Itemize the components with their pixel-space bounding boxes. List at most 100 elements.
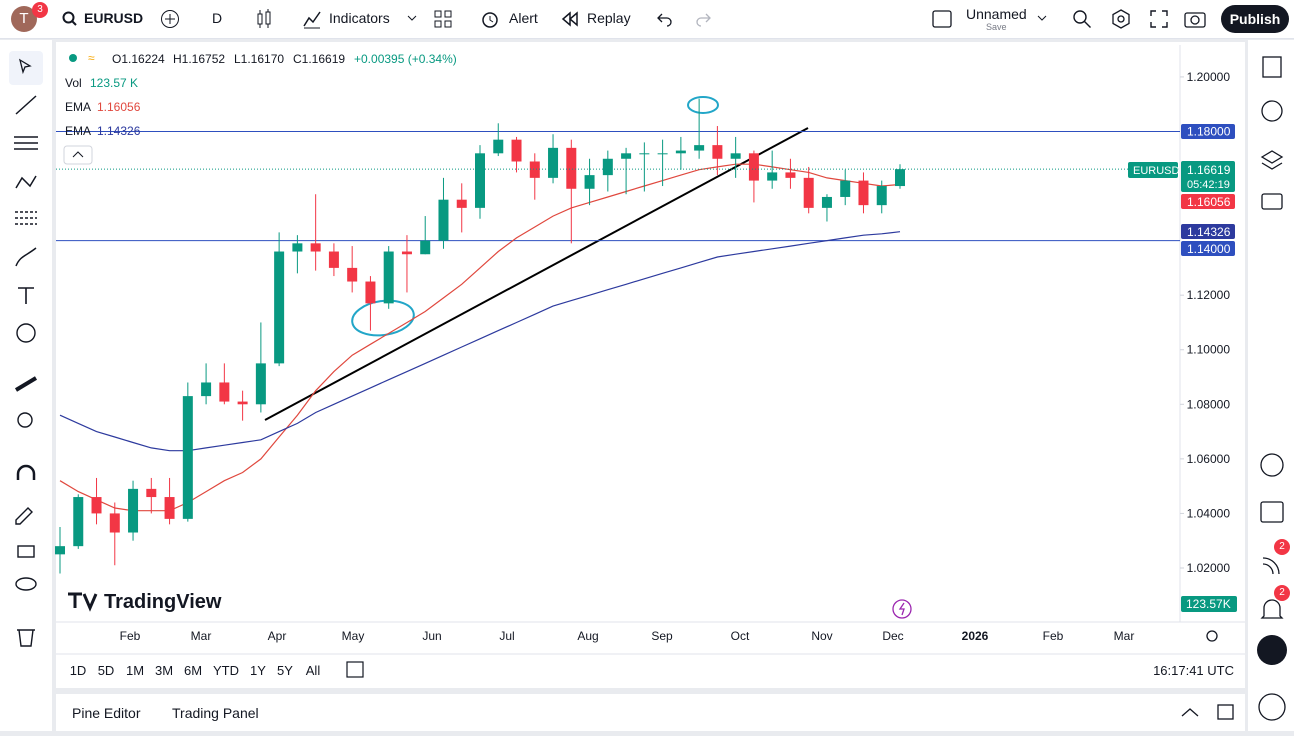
layout-name[interactable]: Unnamed [966,6,1027,22]
symbol-search[interactable]: EURUSD [84,10,144,26]
layouts-icon[interactable] [434,10,452,28]
symbol-tag: EURUSD [1133,165,1180,177]
candle-body [201,382,212,397]
chart-panel [56,42,1245,688]
y-tick-label: 1.10000 [1187,343,1231,357]
candle-body [383,251,394,304]
layers-icon[interactable] [1260,150,1284,170]
cursor-tool[interactable] [18,58,32,75]
y-tick-label: 1.04000 [1187,506,1231,520]
replay-icon [561,11,578,27]
tab[interactable]: Trading Panel [172,705,259,721]
fullscreen[interactable] [1150,10,1168,28]
calendar-icon[interactable] [1260,501,1284,523]
top-toolbar: T 3 EURUSD D Indicators Alert Replay Unn… [0,0,1294,39]
axis-settings[interactable] [1206,630,1218,642]
range-button[interactable]: 6M [184,663,202,678]
candle-body [128,488,139,533]
clock: 16:17:41 UTC [1153,663,1234,678]
symbol-tag-bg [1128,162,1178,178]
legend-label: Vol [65,76,82,90]
news-icon[interactable] [1262,557,1280,575]
ellipse-drawing[interactable] [350,297,416,339]
status-waves: ≈ [88,51,95,65]
publish-button[interactable]: Publish [1221,5,1289,33]
trash-tool[interactable] [17,629,35,647]
tab[interactable]: Pine Editor [72,705,141,721]
candle-body [621,153,632,159]
candle-body [91,497,102,514]
chart-type[interactable] [256,9,272,29]
candle-body [328,251,339,268]
fib-tool[interactable] [14,136,38,150]
interval[interactable]: D [212,10,223,26]
volume-tag: 123.57K [1186,597,1231,611]
legend-value: 1.16056 [97,100,141,114]
ellipse-drawing[interactable] [687,96,719,114]
candle-body [785,172,796,178]
candle-body [164,497,175,519]
pattern-tool[interactable] [15,175,37,189]
snapshot[interactable] [1184,9,1206,29]
apps-icon[interactable] [1257,635,1287,665]
emoji-tool[interactable] [16,323,36,343]
lock-tool[interactable] [17,545,35,558]
watchlist-icon[interactable] [1262,56,1282,78]
layout-save[interactable]: Save [986,22,1007,32]
range-button[interactable]: All [306,663,321,678]
range-button[interactable]: 1M [126,663,144,678]
lock-draw-tool[interactable] [15,507,33,525]
trendline[interactable] [264,127,809,421]
time-label: Sep [651,629,673,643]
ruler-tool[interactable] [14,376,38,392]
indicators-button[interactable]: Indicators [329,10,390,26]
range-button[interactable]: 1Y [250,663,266,678]
time-label: Mar [191,629,212,643]
hide-tool[interactable] [15,577,37,591]
chat-icon[interactable] [1261,193,1283,210]
range-button[interactable]: 1D [70,663,87,678]
badge: 2 [1274,585,1290,601]
notifications-icon[interactable] [1260,599,1284,619]
alert-button[interactable]: Alert [509,10,538,26]
collapse-legend[interactable] [63,145,93,165]
time-label: Nov [811,629,832,643]
countdown-tag: 05:42:19 [1187,179,1230,191]
quick-search[interactable] [1072,9,1092,29]
range-button[interactable]: 3M [155,663,173,678]
status-dot [69,54,77,62]
layout-icon[interactable] [932,10,952,28]
range-button[interactable]: YTD [213,663,239,678]
brush-tool[interactable] [15,247,37,267]
collapse-panel[interactable] [1181,708,1199,717]
goto-date[interactable] [346,661,364,678]
time-label: Aug [577,629,598,643]
range-button[interactable]: 5D [98,663,115,678]
candle-body [694,145,705,151]
trendline-tool[interactable] [15,95,37,115]
replay-button[interactable]: Replay [587,10,631,26]
tool-active[interactable] [9,51,43,85]
collapse-icon [72,151,84,158]
help-icon[interactable] [1258,693,1286,721]
text-tool[interactable] [18,287,34,304]
legend-value: +0.00395 (+0.34%) [354,52,457,66]
settings[interactable] [1111,9,1131,29]
magnet-tool[interactable] [16,464,36,480]
add-symbol[interactable] [160,9,180,29]
projection-tool[interactable] [15,211,37,225]
undo[interactable] [656,11,674,27]
redo[interactable] [694,11,712,27]
range-button[interactable]: 5Y [277,663,293,678]
alerts-icon[interactable] [1261,100,1283,122]
ideas-icon[interactable] [1260,453,1284,477]
zoom-tool[interactable] [17,412,33,428]
chevron[interactable] [1036,14,1048,24]
maximize-panel[interactable] [1217,704,1234,720]
drawing-toolbar [0,40,52,731]
chevron[interactable] [406,14,418,24]
ema-tag-bg [1181,194,1235,209]
legend-value: C1.16619 [293,52,345,66]
events-icon[interactable] [892,599,912,619]
